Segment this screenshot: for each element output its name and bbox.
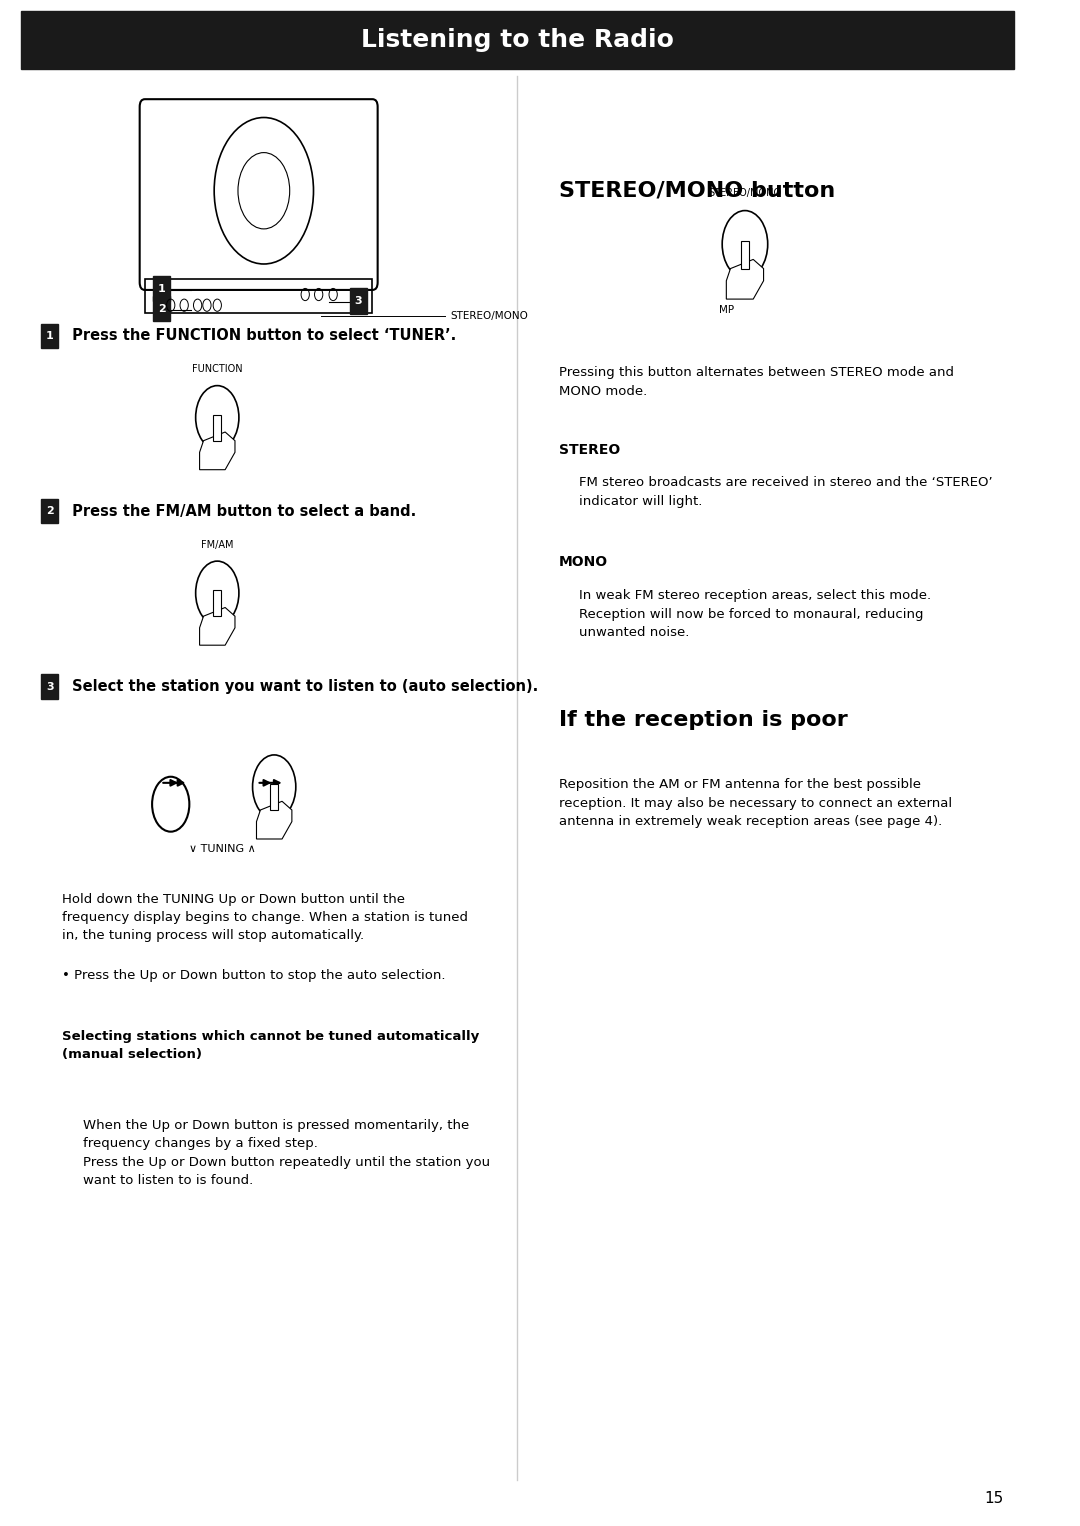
Text: FM stereo broadcasts are received in stereo and the ‘STEREO’
indicator will ligh: FM stereo broadcasts are received in ste… [579, 476, 993, 508]
Polygon shape [741, 241, 750, 269]
Polygon shape [214, 415, 221, 441]
Text: 1: 1 [45, 331, 54, 340]
Text: 1: 1 [158, 284, 165, 295]
Text: If the reception is poor: If the reception is poor [558, 710, 848, 729]
Bar [21, 11, 1014, 69]
Text: FM/AM: FM/AM [201, 540, 233, 549]
Polygon shape [214, 591, 221, 617]
Text: When the Up or Down button is pressed momentarily, the
frequency changes by a fi: When the Up or Down button is pressed mo… [83, 1119, 490, 1187]
Text: Pressing this button alternates between STEREO mode and
MONO mode.: Pressing this button alternates between … [558, 366, 954, 398]
Text: 2: 2 [158, 304, 165, 314]
Text: 3: 3 [45, 682, 54, 691]
Text: Hold down the TUNING Up or Down button until the
frequency display begins to cha: Hold down the TUNING Up or Down button u… [62, 893, 468, 942]
Text: Select the station you want to listen to (auto selection).: Select the station you want to listen to… [67, 679, 539, 694]
Polygon shape [256, 801, 292, 839]
Text: ∨ TUNING ∧: ∨ TUNING ∧ [189, 844, 256, 855]
Text: Reposition the AM or FM antenna for the best possible
reception. It may also be : Reposition the AM or FM antenna for the … [558, 778, 951, 829]
Polygon shape [200, 432, 235, 470]
Text: Press the FUNCTION button to select ‘TUNER’.: Press the FUNCTION button to select ‘TUN… [67, 328, 457, 343]
Text: MONO: MONO [558, 555, 608, 569]
Bar [41, 499, 58, 523]
Text: Selecting stations which cannot be tuned automatically
(manual selection): Selecting stations which cannot be tuned… [62, 1030, 480, 1061]
Polygon shape [200, 607, 235, 645]
Text: STEREO/MONO: STEREO/MONO [450, 311, 528, 320]
Bar [41, 324, 58, 348]
Bar [153, 276, 171, 302]
Polygon shape [270, 784, 279, 810]
Bar [350, 288, 367, 314]
Text: MP: MP [719, 305, 734, 316]
Text: STEREO/MONO: STEREO/MONO [708, 188, 782, 198]
Text: Listening to the Radio: Listening to the Radio [361, 27, 674, 52]
Text: 2: 2 [45, 507, 54, 516]
Text: 3: 3 [354, 296, 362, 307]
Text: STEREO: STEREO [558, 443, 620, 456]
Polygon shape [727, 259, 764, 299]
Text: 15: 15 [984, 1491, 1003, 1506]
Text: FUNCTION: FUNCTION [192, 365, 243, 374]
Bar [145, 279, 373, 313]
Text: Press the FM/AM button to select a band.: Press the FM/AM button to select a band. [67, 504, 417, 519]
Bar [153, 296, 171, 320]
Bar [41, 674, 58, 699]
Text: In weak FM stereo reception areas, select this mode.
Reception will now be force: In weak FM stereo reception areas, selec… [579, 589, 932, 639]
Text: • Press the Up or Down button to stop the auto selection.: • Press the Up or Down button to stop th… [62, 969, 446, 983]
Text: STEREO/MONO button: STEREO/MONO button [558, 180, 835, 200]
